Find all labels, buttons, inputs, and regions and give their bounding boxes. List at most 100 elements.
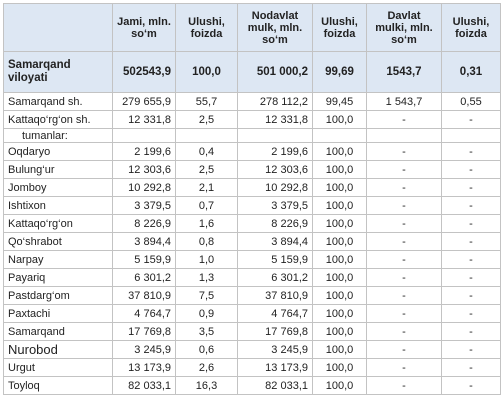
table-cell: 1 543,7: [366, 92, 442, 111]
table-cell: 100,0: [312, 322, 367, 341]
row-label: Ishtixon: [3, 196, 113, 215]
table-cell: 4 764,7: [112, 304, 176, 323]
table-body: Samarqand viloyati 502543,9 100,0 501 000,2…: [3, 51, 501, 395]
table-cell: 100,0: [312, 304, 367, 323]
row-label: Paxtachi: [3, 304, 113, 323]
table-row: Kattaqo‘rg‘on 8 226,9 1,6 8 226,9 100,0- -: [3, 214, 501, 233]
table-cell: 55,7: [175, 92, 238, 111]
table-cell: -: [441, 178, 501, 197]
table-cell: 100,0: [312, 232, 367, 251]
table-cell: 100,0: [312, 376, 367, 395]
table-cell: 0,6: [175, 340, 238, 359]
row-label: Oqdaryo: [3, 142, 113, 161]
table-cell: 2,6: [175, 358, 238, 377]
table-cell: 100,0: [312, 358, 367, 377]
table-row: Samarqand 17 769,8 3,5 17 769,8 100,0- -: [3, 322, 501, 341]
table-cell: 100,0: [312, 286, 367, 305]
table-cell: -: [441, 304, 501, 323]
table-row: Toyloq 82 033,1 16,3 82 033,1 100,0- -: [3, 376, 501, 395]
table-cell: 1,6: [175, 214, 238, 233]
table-cell: 278 112,2: [237, 92, 313, 111]
row-label: Kattaqo‘rg‘on: [3, 214, 113, 233]
table-cell: -: [366, 250, 442, 269]
table-cell: -: [366, 340, 442, 359]
table-cell: 1,0: [175, 250, 238, 269]
table-cell: 82 033,1: [237, 376, 313, 395]
table-cell: [366, 128, 442, 143]
table-cell: -: [441, 340, 501, 359]
row-label: Bulung‘ur: [3, 160, 113, 179]
table-cell: [312, 128, 367, 143]
table-cell: -: [441, 322, 501, 341]
table-cell: 279 655,9: [112, 92, 176, 111]
header-row: Jami, mln. so‘m Ulushi, foizda Nodavlat mu…: [3, 3, 501, 52]
row-label: Toyloq: [3, 376, 113, 395]
table-cell: -: [366, 286, 442, 305]
table-cell: 3,5: [175, 322, 238, 341]
table-cell: -: [366, 178, 442, 197]
table-cell: 2,5: [175, 110, 238, 129]
row-label: Jomboy: [3, 178, 113, 197]
table-cell: 2 199,6: [112, 142, 176, 161]
table-cell: -: [366, 214, 442, 233]
table-cell: -: [441, 376, 501, 395]
table-cell: 2,5: [175, 160, 238, 179]
table-cell: -: [366, 110, 442, 129]
table-row: Pastdarg‘om 37 810,9 7,5 37 810,9 100,0- -: [3, 286, 501, 305]
row-label: Samarqand viloyati: [3, 51, 113, 93]
row-label: Urgut: [3, 358, 113, 377]
table-cell: 8 226,9: [112, 214, 176, 233]
table-cell: 100,0: [312, 160, 367, 179]
table-cell: 16,3: [175, 376, 238, 395]
table-cell: 100,0: [312, 250, 367, 269]
table-cell: 100,0: [312, 214, 367, 233]
table-cell: 37 810,9: [112, 286, 176, 305]
table-cell: [441, 128, 501, 143]
table-cell: 1543,7: [366, 51, 442, 93]
row-label: tumanlar:: [3, 128, 113, 143]
table-row: Bulung‘ur 12 303,6 2,5 12 303,6 100,0- -: [3, 160, 501, 179]
table-cell: 5 159,9: [112, 250, 176, 269]
table-cell: -: [441, 286, 501, 305]
table-row: Paxtachi 4 764,7 0,9 4 764,7 100,0- -: [3, 304, 501, 323]
table-cell: 502543,9: [112, 51, 176, 93]
table-cell: -: [366, 322, 442, 341]
table-row: Ishtixon 3 379,5 0,7 3 379,5 100,0- -: [3, 196, 501, 215]
header-cell: Ulushi, foizda: [441, 3, 501, 52]
table-cell: 7,5: [175, 286, 238, 305]
table-cell: -: [441, 214, 501, 233]
table-cell: -: [441, 250, 501, 269]
table-cell: 3 894,4: [237, 232, 313, 251]
table-row: Narpay 5 159,9 1,0 5 159,9 100,0- -: [3, 250, 501, 269]
table-cell: 100,0: [312, 110, 367, 129]
table-cell: -: [366, 160, 442, 179]
table-cell: 3 245,9: [237, 340, 313, 359]
table-cell: -: [441, 358, 501, 377]
table-cell: -: [366, 268, 442, 287]
table-cell: [112, 128, 176, 143]
table-cell: 100,0: [312, 142, 367, 161]
table-cell: 99,45: [312, 92, 367, 111]
table-cell: -: [366, 142, 442, 161]
table-cell: 100,0: [175, 51, 238, 93]
table-cell: 0,31: [441, 51, 501, 93]
table-row: tumanlar:: [3, 128, 501, 143]
table-cell: -: [366, 196, 442, 215]
table-cell: 0,8: [175, 232, 238, 251]
header-cell: [3, 3, 113, 52]
table-cell: 4 764,7: [237, 304, 313, 323]
table-cell: 0,7: [175, 196, 238, 215]
table-cell: -: [441, 110, 501, 129]
row-label: Pastdarg‘om: [3, 286, 113, 305]
table-cell: 100,0: [312, 178, 367, 197]
table-cell: 82 033,1: [112, 376, 176, 395]
table-cell: 100,0: [312, 340, 367, 359]
table-cell: [175, 128, 238, 143]
table-cell: 6 301,2: [112, 268, 176, 287]
row-label: Narpay: [3, 250, 113, 269]
row-label: Nurobod: [3, 340, 113, 359]
table-cell: 99,69: [312, 51, 367, 93]
table-cell: -: [441, 268, 501, 287]
table-cell: 12 331,8: [112, 110, 176, 129]
